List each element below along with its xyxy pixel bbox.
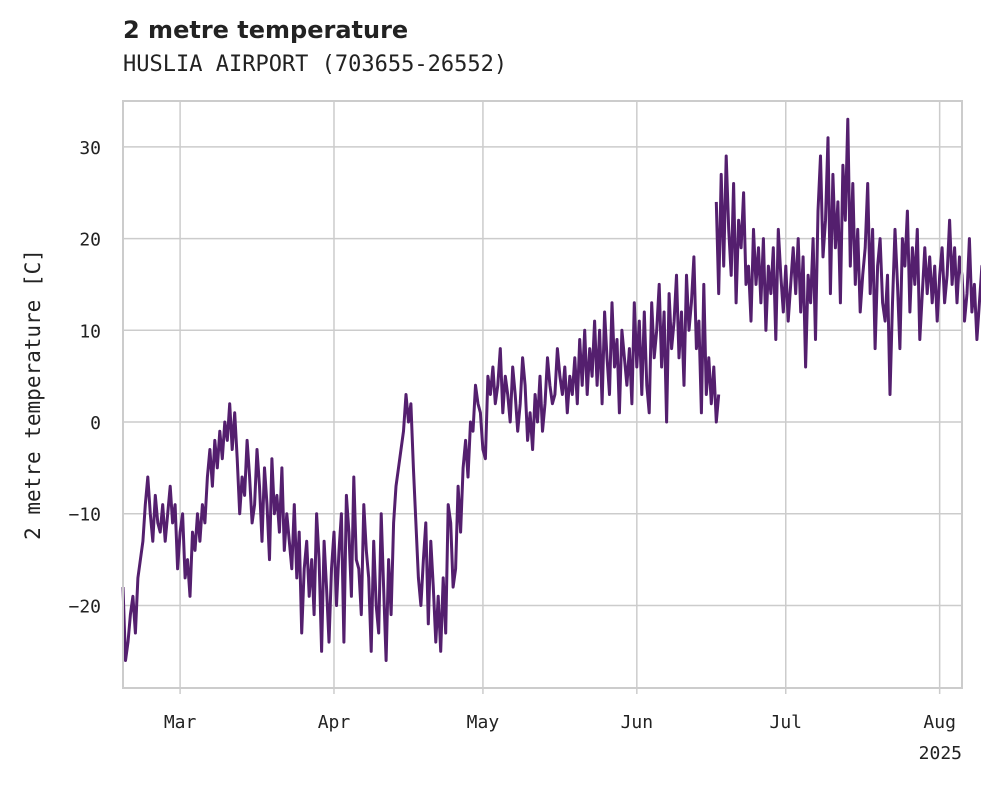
x-tick-label: Apr — [318, 712, 351, 733]
temperature-series-line — [121, 255, 721, 662]
y-tick-label: 10 — [79, 321, 101, 342]
x-tick-label: Mar — [164, 712, 197, 733]
y-tick-label: 0 — [90, 413, 101, 434]
series-lines — [121, 117, 981, 662]
temperature-series-line — [714, 117, 981, 396]
x-tick-labels: Mar Apr May Jun Jul Aug — [164, 712, 956, 733]
x-tick-label: Aug — [923, 712, 956, 733]
y-tick-label: −20 — [68, 596, 101, 617]
y-axis-label: 2 metre temperature [C] — [21, 249, 45, 540]
x-tick-label: May — [467, 712, 500, 733]
plot-frame — [122, 100, 963, 689]
y-tick-label: 20 — [79, 230, 101, 251]
chart-subtitle: HUSLIA AIRPORT (703655-26552) — [123, 52, 508, 77]
y-tick-labels: −20 −10 0 10 20 30 — [68, 138, 101, 618]
x-tick-label: Jun — [621, 712, 654, 733]
gridlines — [123, 101, 962, 694]
y-tick-label: 30 — [79, 138, 101, 159]
x-tick-label: Jul — [770, 712, 803, 733]
y-tick-label: −10 — [68, 505, 101, 526]
chart-title: 2 metre temperature — [123, 16, 409, 44]
year-label: 2025 — [919, 743, 962, 764]
